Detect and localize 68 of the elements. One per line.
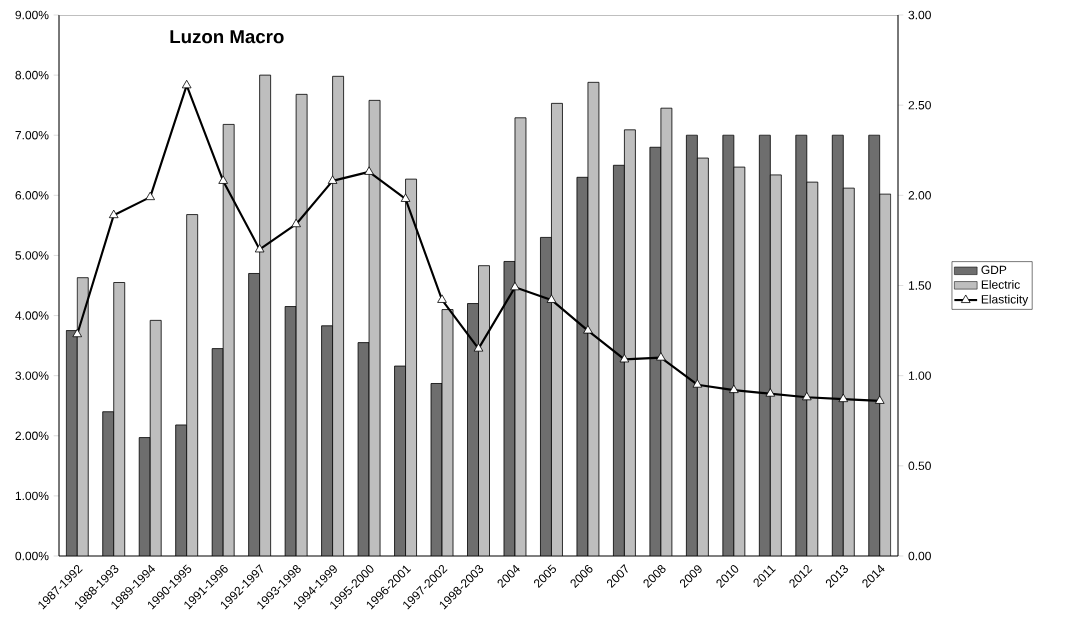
y-tick-label: 3.00% (15, 371, 49, 380)
bar (102, 411, 114, 556)
point (437, 294, 447, 303)
point (583, 325, 593, 334)
point (400, 193, 411, 202)
y-tick-label: 0.00% (15, 551, 49, 561)
point (218, 175, 228, 184)
point (802, 391, 812, 401)
bar (879, 193, 892, 556)
bar (868, 134, 881, 556)
bar (806, 182, 818, 556)
point (729, 384, 739, 394)
point (473, 343, 484, 352)
y2-tick-label: 3.00 (908, 10, 931, 20)
legend-label: GDP (981, 265, 1007, 275)
point (291, 218, 301, 228)
point (874, 395, 885, 404)
bar (248, 273, 260, 556)
y2-tick-label: 2.00 (908, 191, 931, 200)
point (838, 393, 849, 403)
bar (795, 135, 807, 556)
bar (697, 158, 709, 556)
legend-label: Elasticity (981, 294, 1029, 306)
point (108, 209, 119, 219)
bar (551, 103, 563, 556)
y-tick-label: 8.00% (15, 70, 49, 80)
text: Luzon Macro (170, 30, 284, 44)
bar (113, 282, 125, 556)
bar (259, 75, 271, 556)
point (692, 379, 703, 388)
point (510, 281, 520, 291)
y-tick-label: 5.00% (15, 251, 49, 260)
point (546, 294, 557, 303)
bar (770, 174, 782, 556)
point (619, 353, 630, 363)
y-tick-label: 6.00% (15, 191, 49, 200)
bar (139, 437, 151, 556)
point (254, 243, 265, 253)
y2-tick-label: 1.00 (908, 371, 931, 380)
bar (212, 348, 224, 556)
bar (686, 135, 698, 556)
bar (394, 366, 406, 556)
point (656, 352, 666, 361)
y-tick-label: 4.00% (15, 311, 49, 320)
y2-tick-label: 2.50 (908, 100, 931, 110)
legend-label: Electric (981, 279, 1020, 289)
bar (843, 188, 855, 556)
y-tick-label: 1.00% (15, 491, 49, 501)
bar (832, 135, 844, 556)
y-tick-label: 7.00% (15, 130, 49, 140)
y2-tick-label: 1.50 (908, 281, 931, 290)
y-tick-label: 9.00% (15, 10, 49, 20)
bar (321, 325, 333, 556)
point (145, 191, 155, 201)
bar (175, 424, 187, 556)
y2-tick-label: 0.00 (908, 551, 931, 561)
point (72, 328, 83, 338)
bar (332, 76, 344, 556)
y-tick-label: 2.00% (15, 431, 49, 441)
bar (624, 129, 636, 556)
bar (186, 214, 198, 556)
point (364, 166, 374, 175)
y2-tick-label: 0.50 (908, 461, 931, 471)
point (765, 388, 776, 397)
bar (150, 320, 162, 556)
point (327, 175, 338, 184)
point (181, 79, 192, 89)
bar (759, 135, 771, 556)
